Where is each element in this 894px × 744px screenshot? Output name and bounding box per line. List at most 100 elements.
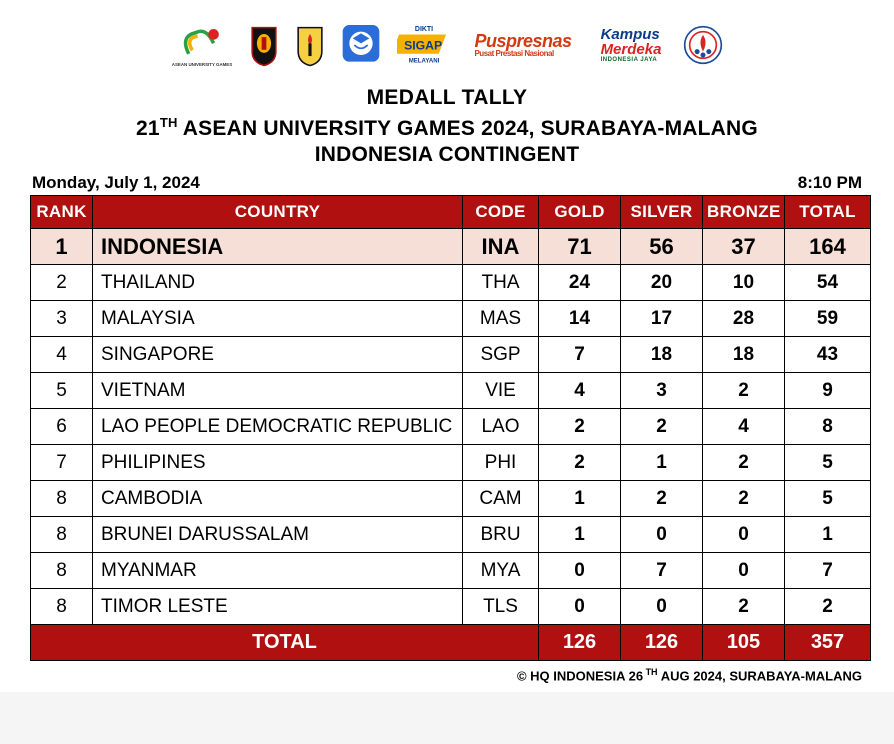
event-prefix: 21 (136, 117, 160, 140)
medal-table: RANK COUNTRY CODE GOLD SILVER BRONZE TOT… (30, 195, 871, 661)
kampus-sub: INDONESIA JAYA (601, 57, 662, 63)
cell-gold: 71 (539, 229, 621, 265)
cell-silver: 56 (621, 229, 703, 265)
cell-bronze: 4 (703, 409, 785, 445)
table-row: 8CAMBODIACAM1225 (31, 481, 871, 517)
cell-rank: 8 (31, 589, 93, 625)
cell-bronze: 10 (703, 265, 785, 301)
cell-total: 2 (785, 589, 871, 625)
cell-total: 9 (785, 373, 871, 409)
cell-silver: 3 (621, 373, 703, 409)
cell-country: CAMBODIA (93, 481, 463, 517)
cell-silver: 0 (621, 517, 703, 553)
shield1-logo (245, 17, 283, 73)
totals-bronze: 105 (703, 625, 785, 661)
cell-silver: 2 (621, 481, 703, 517)
cell-rank: 8 (31, 481, 93, 517)
cell-total: 164 (785, 229, 871, 265)
cell-code: INA (463, 229, 539, 265)
cell-gold: 0 (539, 589, 621, 625)
cell-code: PHI (463, 445, 539, 481)
kampus-merdeka-logo: Kampus Merdeka INDONESIA JAYA (591, 17, 671, 73)
cell-bronze: 18 (703, 337, 785, 373)
kampus-mid: Merdeka (601, 42, 662, 57)
aug-logo: ASEAN UNIVERSITY GAMES (167, 17, 237, 73)
cell-silver: 1 (621, 445, 703, 481)
col-bronze: BRONZE (703, 196, 785, 229)
cell-gold: 7 (539, 337, 621, 373)
page: ASEAN UNIVERSITY GAMES DIKTISIGAPMELAYAN… (0, 0, 894, 692)
contingent-title: INDONESIA CONTINGENT (30, 143, 864, 167)
cell-rank: 8 (31, 553, 93, 589)
cell-rank: 1 (31, 229, 93, 265)
svg-text:SIGAP: SIGAP (404, 38, 442, 52)
cell-country: INDONESIA (93, 229, 463, 265)
cell-country: MYANMAR (93, 553, 463, 589)
cell-code: MYA (463, 553, 539, 589)
cell-gold: 4 (539, 373, 621, 409)
cell-country: MALAYSIA (93, 301, 463, 337)
cell-gold: 0 (539, 553, 621, 589)
totals-silver: 126 (621, 625, 703, 661)
kampus-top: Kampus (601, 27, 662, 42)
svg-text:MELAYANI: MELAYANI (409, 57, 440, 64)
cell-total: 43 (785, 337, 871, 373)
cell-country: TIMOR LESTE (93, 589, 463, 625)
meta-row: Monday, July 1, 2024 8:10 PM (30, 173, 864, 193)
cell-code: BRU (463, 517, 539, 553)
cell-silver: 7 (621, 553, 703, 589)
cell-gold: 1 (539, 481, 621, 517)
table-row: 4SINGAPORESGP7181843 (31, 337, 871, 373)
cell-total: 5 (785, 481, 871, 517)
table-body: 1INDONESIAINA7156371642THAILANDTHA242010… (31, 229, 871, 625)
cell-country: SINGAPORE (93, 337, 463, 373)
cell-code: MAS (463, 301, 539, 337)
cell-rank: 8 (31, 517, 93, 553)
cell-bronze: 0 (703, 553, 785, 589)
time-label: 8:10 PM (798, 173, 862, 193)
cell-total: 8 (785, 409, 871, 445)
table-header-row: RANK COUNTRY CODE GOLD SILVER BRONZE TOT… (31, 196, 871, 229)
cell-code: SGP (463, 337, 539, 373)
table-row: 8BRUNEI DARUSSALAMBRU1001 (31, 517, 871, 553)
cell-silver: 17 (621, 301, 703, 337)
footer-ordinal: TH (643, 667, 658, 677)
cell-silver: 20 (621, 265, 703, 301)
cell-total: 59 (785, 301, 871, 337)
cell-country: THAILAND (93, 265, 463, 301)
koni-logo (679, 17, 727, 73)
cell-silver: 0 (621, 589, 703, 625)
col-silver: SILVER (621, 196, 703, 229)
cell-rank: 6 (31, 409, 93, 445)
cell-bronze: 28 (703, 301, 785, 337)
cell-total: 7 (785, 553, 871, 589)
logo-strip: ASEAN UNIVERSITY GAMES DIKTISIGAPMELAYAN… (30, 10, 864, 80)
cell-code: VIE (463, 373, 539, 409)
table-row: 8TIMOR LESTETLS0022 (31, 589, 871, 625)
cell-silver: 18 (621, 337, 703, 373)
table-row: 5VIETNAMVIE4329 (31, 373, 871, 409)
col-code: CODE (463, 196, 539, 229)
col-country: COUNTRY (93, 196, 463, 229)
cell-total: 5 (785, 445, 871, 481)
cell-country: BRUNEI DARUSSALAM (93, 517, 463, 553)
dikti-logo (337, 17, 385, 73)
cell-country: PHILIPINES (93, 445, 463, 481)
event-ordinal: TH (160, 115, 178, 130)
cell-gold: 2 (539, 409, 621, 445)
event-title: 21TH ASEAN UNIVERSITY GAMES 2024, SURABA… (30, 114, 864, 143)
footer-credit: © HQ INDONESIA 26 TH AUG 2024, SURABAYA-… (30, 667, 864, 683)
footer-suffix: AUG 2024, SURABAYA-MALANG (658, 669, 862, 684)
cell-total: 54 (785, 265, 871, 301)
cell-bronze: 37 (703, 229, 785, 265)
date-label: Monday, July 1, 2024 (32, 173, 200, 193)
cell-silver: 2 (621, 409, 703, 445)
cell-bronze: 2 (703, 589, 785, 625)
puspresnas-main: Puspresnas (474, 32, 571, 50)
cell-country: VIETNAM (93, 373, 463, 409)
tally-title: MEDALL TALLY (30, 86, 864, 110)
cell-gold: 24 (539, 265, 621, 301)
puspresnas-sub: Pusat Prestasi Nasional (474, 50, 571, 58)
footer-prefix: © HQ INDONESIA 26 (517, 669, 643, 684)
cell-rank: 3 (31, 301, 93, 337)
